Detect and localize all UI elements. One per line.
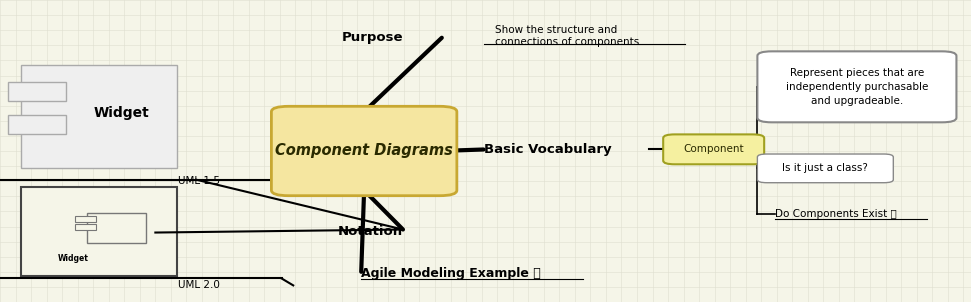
FancyBboxPatch shape <box>87 213 146 243</box>
FancyBboxPatch shape <box>271 106 456 196</box>
Text: Notation: Notation <box>338 224 403 238</box>
Text: UML 2.0: UML 2.0 <box>178 280 220 291</box>
Text: Do Components Exist 📎: Do Components Exist 📎 <box>775 209 896 219</box>
Text: Agile Modeling Example 🌐: Agile Modeling Example 🌐 <box>361 267 541 280</box>
Text: Component Diagrams: Component Diagrams <box>275 143 453 159</box>
FancyBboxPatch shape <box>757 51 956 122</box>
Text: Show the structure and
connections of components: Show the structure and connections of co… <box>495 25 640 47</box>
FancyBboxPatch shape <box>75 216 96 222</box>
Text: Basic Vocabulary: Basic Vocabulary <box>484 143 611 156</box>
FancyBboxPatch shape <box>8 115 66 134</box>
FancyBboxPatch shape <box>663 134 764 164</box>
Text: Widget: Widget <box>57 254 88 263</box>
Text: Component: Component <box>684 144 744 155</box>
Text: Purpose: Purpose <box>342 31 403 44</box>
FancyBboxPatch shape <box>757 154 893 183</box>
Text: Widget: Widget <box>93 106 150 120</box>
Text: Represent pieces that are
independently purchasable
and upgradeable.: Represent pieces that are independently … <box>787 68 928 106</box>
FancyBboxPatch shape <box>75 224 96 230</box>
Text: UML 1.5: UML 1.5 <box>178 176 220 186</box>
Text: Is it just a class?: Is it just a class? <box>783 163 868 173</box>
FancyBboxPatch shape <box>21 65 177 168</box>
FancyBboxPatch shape <box>8 82 66 101</box>
FancyBboxPatch shape <box>21 187 177 276</box>
